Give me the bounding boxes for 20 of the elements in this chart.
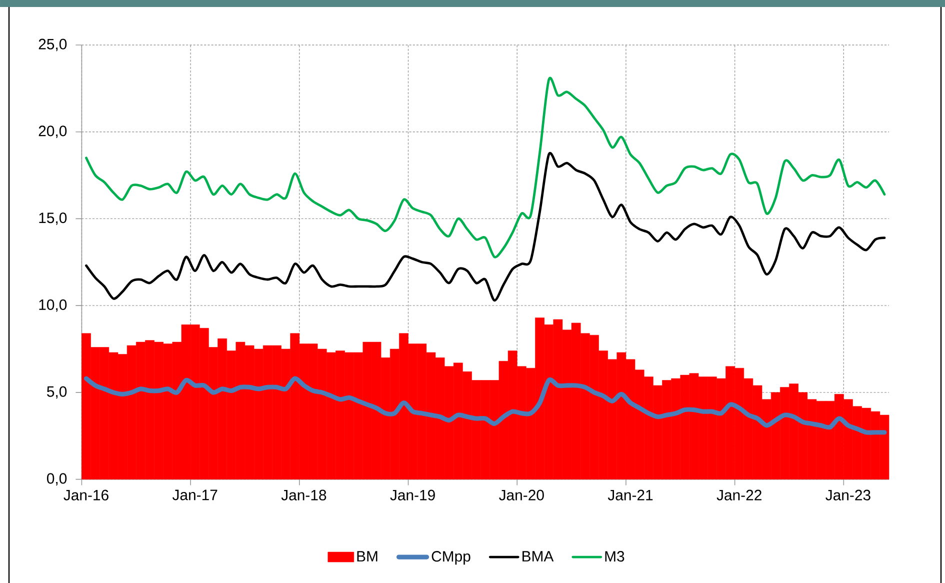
x-tick-label: Jan-18	[281, 490, 326, 500]
x-tick-label: Jan-17	[172, 490, 218, 500]
y-tick-label: 25,0	[38, 38, 67, 52]
legend-label: BM	[357, 551, 378, 562]
y-tick-label: 10,0	[39, 299, 67, 312]
legend-label: M3	[605, 551, 624, 562]
line-series	[85, 152, 886, 302]
x-tick-label: Jan-20	[499, 490, 544, 500]
x-tick-label: Jan-23	[826, 490, 870, 500]
x-tick-label: Jan-22	[716, 490, 762, 500]
y-tick-label: 20,0	[38, 126, 67, 138]
x-tick-label: Jan-19	[390, 490, 435, 500]
legend-label: CMpp	[432, 551, 470, 565]
y-tick-label: 0,0	[46, 473, 67, 486]
x-tick-label: Jan-16	[64, 490, 108, 500]
y-tick-label: 15,0	[39, 212, 67, 225]
legend-label: BMA	[522, 551, 554, 562]
y-tick-label: 5,0	[47, 386, 67, 399]
x-tick-label: Jan-21	[608, 490, 653, 500]
line-series	[84, 376, 887, 435]
